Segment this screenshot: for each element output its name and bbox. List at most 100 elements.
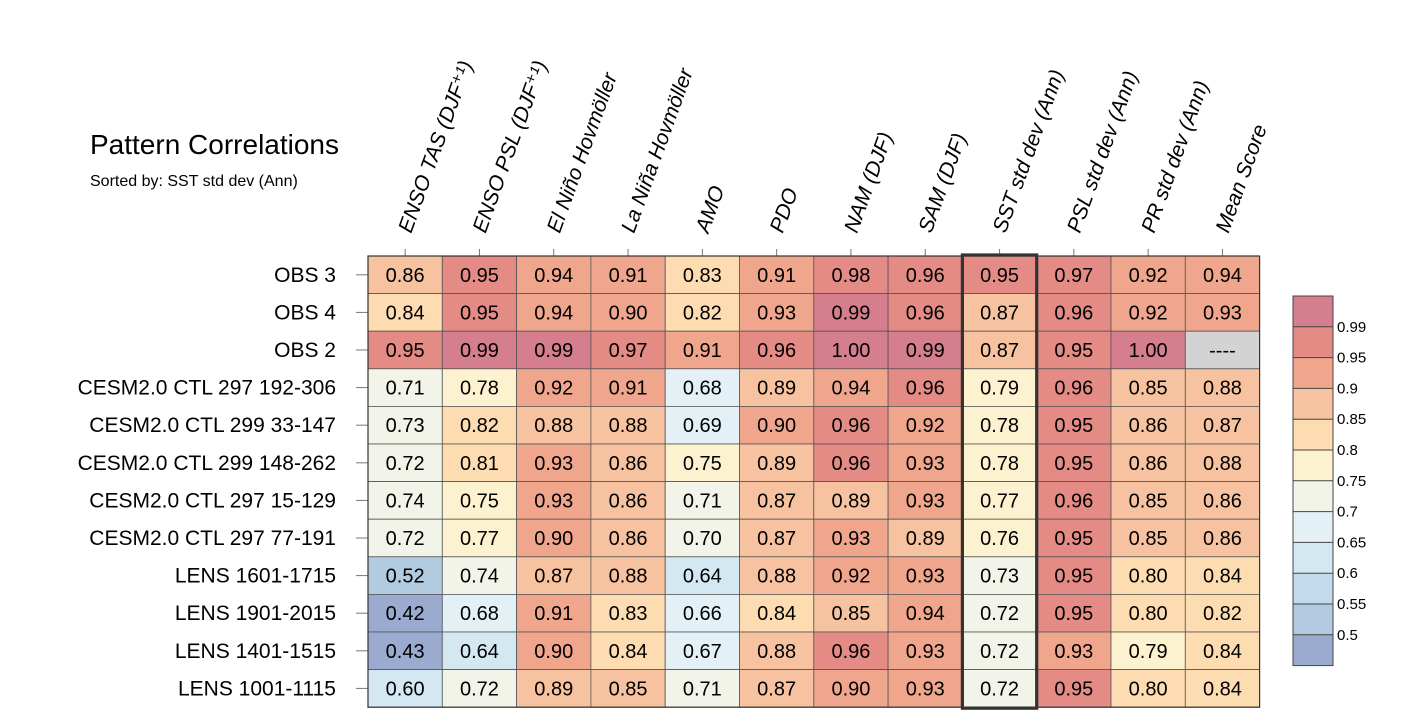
heatmap-cell: [962, 481, 1038, 520]
column-label: AMO: [691, 183, 730, 238]
cell-value: 0.97: [1054, 265, 1093, 287]
cell-value: 0.71: [386, 378, 425, 400]
heatmap-cell: [739, 481, 815, 520]
cell-value: 0.99: [534, 340, 573, 362]
colorbar-swatch: [1293, 634, 1333, 666]
heatmap-cell: [590, 330, 666, 370]
cell-value: 0.95: [1054, 566, 1093, 588]
cell-value: 0.88: [1203, 378, 1242, 400]
cell-value: 0.83: [609, 603, 648, 625]
cell-value: 0.85: [1129, 528, 1168, 550]
heatmap-cell: [1110, 556, 1186, 595]
row-label: LENS 1901-2015: [175, 602, 336, 625]
cell-value: 0.92: [1129, 302, 1168, 324]
heatmap-cell: [1184, 631, 1261, 670]
heatmap-cell: [367, 556, 443, 595]
colorbar-tick-label: 0.9: [1337, 380, 1358, 397]
cell-value: 0.93: [534, 490, 573, 512]
row-label: OBS 3: [274, 264, 336, 287]
heatmap-cell: [1110, 594, 1186, 633]
cell-value: 0.42: [386, 603, 425, 625]
heatmap-cell: [1036, 293, 1112, 332]
heatmap-cell: [887, 405, 963, 445]
cell-value: 0.89: [906, 528, 945, 550]
heatmap-cell: [962, 405, 1038, 445]
heatmap-cell: [590, 556, 666, 595]
colorbar-swatch: [1293, 357, 1333, 389]
cell-value: 0.91: [534, 603, 573, 625]
heatmap-cell: [664, 594, 740, 633]
cell-value: 0.94: [1203, 265, 1242, 287]
heatmap-cell: [590, 443, 666, 482]
cell-value: 0.95: [1054, 453, 1093, 475]
heatmap-cell: [1110, 631, 1186, 670]
heatmap-cell: [1110, 405, 1186, 445]
cell-value: 0.86: [609, 490, 648, 512]
colorbar: 0.5 0.55 0.6 0.65 0.7 0.75 0.8 0.85 0.9 0.95 0.99: [1292, 295, 1366, 667]
heatmap-cell: [739, 556, 815, 595]
cell-value: 0.88: [757, 641, 796, 663]
cell-value: 0.86: [1203, 528, 1242, 550]
cell-value: 0.77: [980, 490, 1019, 512]
cell-value: 0.91: [757, 265, 796, 287]
cell-value: 0.86: [386, 265, 425, 287]
cell-value: 0.60: [386, 678, 425, 700]
cell-value: 0.94: [906, 603, 945, 625]
cell-value: 0.80: [1129, 603, 1168, 625]
heatmap-cell: [590, 518, 666, 558]
cell-value: 0.72: [980, 678, 1019, 700]
cell-value: 0.91: [609, 265, 648, 287]
cell-value: 0.93: [534, 453, 573, 475]
cell-value: 0.74: [460, 566, 499, 588]
colorbar-swatch: [1293, 604, 1333, 635]
cell-value: 0.86: [1129, 453, 1168, 475]
cell-value: 0.96: [1054, 490, 1093, 512]
heatmap-cell: [962, 443, 1038, 482]
heatmap-cell: [516, 556, 592, 595]
heatmap-cell: [739, 669, 815, 708]
cell-value: 0.93: [831, 528, 870, 550]
heatmap-cell: [962, 518, 1038, 558]
column-label: El Niño Hovmöller: [543, 69, 622, 236]
heatmap-cell: [1184, 293, 1261, 332]
column-label: PSL std dev (Ann): [1063, 68, 1143, 236]
cell-value: 0.64: [460, 641, 499, 663]
heatmap-cell: [590, 293, 666, 332]
heatmap-cell: [813, 405, 889, 445]
heatmap-cell: [441, 293, 517, 332]
heatmap-cell: [739, 518, 815, 558]
highlight-column-outline: [960, 253, 1039, 710]
cell-value: 0.96: [831, 453, 870, 475]
row-label: CESM2.0 CTL 299 148-262: [78, 452, 336, 475]
cell-value: 0.96: [757, 340, 796, 362]
heatmap-cell: [664, 255, 740, 294]
row-label: LENS 1001-1115: [178, 677, 336, 700]
cell-value: 0.96: [1054, 302, 1093, 324]
cell-value: 0.74: [386, 490, 425, 512]
column-label: SAM (DJF): [914, 130, 971, 235]
chart-title: Pattern Correlations: [90, 129, 339, 160]
heatmap-cell: [441, 405, 517, 445]
heatmap-cell: [887, 443, 963, 482]
heatmap-cell: [441, 631, 517, 670]
cell-value: 0.93: [906, 641, 945, 663]
cell-value: 0.90: [757, 415, 796, 437]
heatmap-cell: [367, 368, 443, 407]
cell-value: 0.81: [460, 453, 499, 475]
heatmap-cell: [1036, 481, 1112, 520]
heatmap-cell: [367, 293, 443, 332]
cell-value: ----: [1209, 340, 1236, 362]
heatmap-cell: [813, 255, 889, 294]
colorbar-tick-label: 0.99: [1337, 319, 1366, 336]
heatmap-cell: [664, 293, 740, 332]
row-label: CESM2.0 CTL 297 77-191: [89, 527, 336, 550]
cell-value: 0.89: [831, 490, 870, 512]
cell-value: 0.68: [683, 378, 722, 400]
heatmap-cell: [1036, 405, 1112, 445]
cell-value: 0.95: [1054, 528, 1093, 550]
heatmap-cell: [1184, 255, 1261, 294]
cell-value: 0.99: [460, 340, 499, 362]
row-label: LENS 1601-1715: [175, 565, 336, 588]
heatmap-cell: [1184, 669, 1261, 708]
column-label: La Niña Hovmöller: [617, 65, 698, 236]
